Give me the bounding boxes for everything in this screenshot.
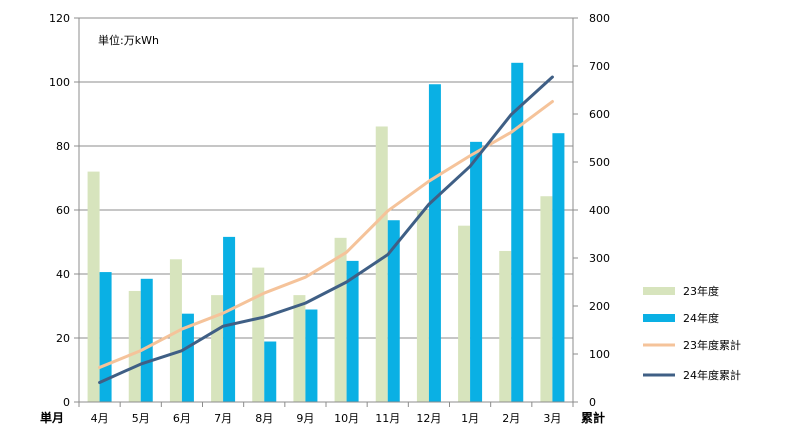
bar [552,133,565,402]
right-axis-ticks: 0 100 200 300 400 500 600 700 800 [589,12,610,409]
x-tick-label: 6月 [173,412,191,425]
bar [264,341,277,402]
bar [416,210,429,402]
right-tick-label: 300 [589,252,610,265]
left-tick-label: 0 [63,396,70,409]
bar [458,225,471,402]
bar [428,84,441,403]
legend-swatch [643,314,675,322]
bar [140,278,153,402]
right-tick-label: 400 [589,204,610,217]
left-tick-label: 120 [49,12,70,25]
bar [223,236,236,402]
x-tick-label: 10月 [334,412,359,425]
axes [74,17,578,407]
cumulative-lines [98,75,554,385]
unit-label: 単位:万kWh [98,33,159,47]
bar [387,220,400,402]
cumulative-line [98,100,554,369]
cumulative-line [98,75,554,385]
bar [540,196,553,402]
bar [499,250,512,402]
legend: 23年度 24年度 23年度累計 24年度累計 [643,284,741,382]
right-tick-label: 500 [589,156,610,169]
left-tick-label: 40 [56,268,70,281]
x-tick-label: 2月 [502,412,520,425]
bar [334,237,347,402]
left-tick-label: 20 [56,332,70,345]
bar [181,313,194,402]
right-tick-label: 0 [589,396,596,409]
bar [346,260,359,402]
x-tick-label: 1月 [461,412,479,425]
legend-label: 24年度 [683,311,719,325]
x-tick-label: 3月 [543,412,561,425]
x-axis-ticks: 4月 5月 6月 7月 8月 9月 10月 11月 12月 1月 2月 3月 [91,412,562,425]
right-tick-label: 100 [589,348,610,361]
right-axis-title: 累計 [581,410,605,425]
legend-label: 23年度累計 [683,338,741,352]
right-tick-label: 700 [589,60,610,73]
bar [211,295,224,402]
left-tick-label: 60 [56,204,70,217]
bar [305,309,318,402]
bar [99,272,112,402]
bar [511,62,524,403]
bar [87,171,100,402]
gridlines [79,17,573,339]
x-tick-label: 8月 [255,412,273,425]
legend-label: 23年度 [683,284,719,298]
bar [293,295,306,402]
left-axis-ticks: 0 20 40 60 80 100 120 [49,12,70,409]
bar [252,267,265,402]
x-tick-label: 11月 [375,412,400,425]
x-tick-label: 9月 [296,412,314,425]
x-tick-label: 12月 [416,412,441,425]
left-tick-label: 100 [49,76,70,89]
x-tick-label: 5月 [132,412,150,425]
right-tick-label: 800 [589,12,610,25]
bar [128,290,141,402]
bars [87,62,565,403]
bar [470,141,483,402]
legend-label: 24年度累計 [683,368,741,382]
left-tick-label: 80 [56,140,70,153]
right-tick-label: 200 [589,300,610,313]
bar [375,126,388,402]
right-tick-label: 600 [589,108,610,121]
left-axis-title: 単月 [40,410,64,425]
legend-swatch [643,287,675,295]
x-tick-label: 7月 [214,412,232,425]
x-tick-label: 4月 [91,412,109,425]
